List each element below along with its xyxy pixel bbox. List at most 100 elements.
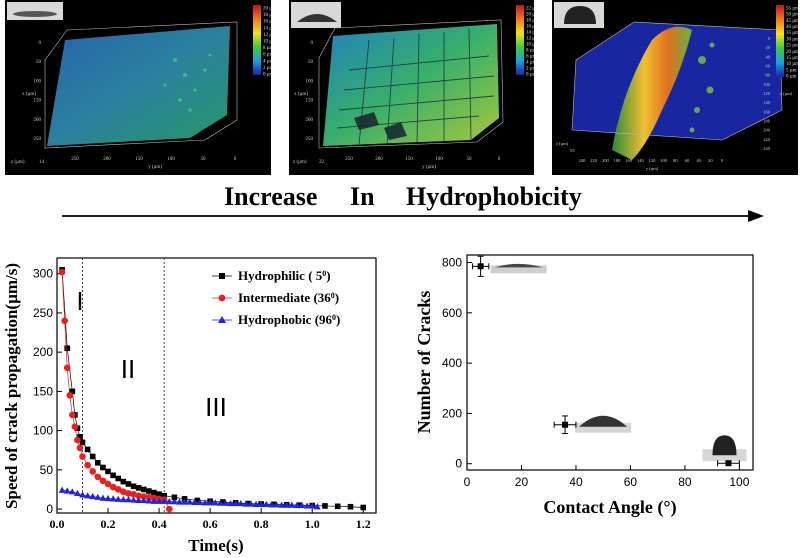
colorbar-label: 18 µm xyxy=(526,19,534,24)
colorbar-label: 2 µm xyxy=(263,66,271,71)
micrograph-hydrophobic: 55 µm 50 µm 45 µm 40 µm 35 µm 30 µm 25 µm 20 µm… xyxy=(552,0,799,175)
colorbar-label: 20 µm xyxy=(263,7,271,12)
data-point xyxy=(94,473,102,481)
y-tick-label: 300 xyxy=(33,267,53,281)
colorbar-label: 20 µm xyxy=(786,50,798,55)
micrograph-y-tick: 250 xyxy=(34,137,42,142)
y-tick-label: 600 xyxy=(442,306,462,320)
data-point xyxy=(114,495,122,502)
x-tick-label: 20 xyxy=(515,475,529,489)
colorbar-label: 14 µm xyxy=(263,26,271,31)
data-point xyxy=(257,500,265,507)
data-point xyxy=(130,483,137,490)
micrograph-x-tick: 140 xyxy=(637,158,645,163)
legend-label-degree: 0 xyxy=(331,291,335,300)
micrograph-x-tick: 150 xyxy=(405,157,413,162)
region-label: III xyxy=(205,392,227,422)
data-point xyxy=(334,503,341,510)
data-point xyxy=(308,502,316,509)
data-point xyxy=(69,388,76,395)
data-point xyxy=(114,486,122,493)
data-point xyxy=(99,477,107,485)
data-point xyxy=(74,436,81,444)
data-point xyxy=(211,499,219,506)
micrograph-y-tick: 20 xyxy=(766,45,771,50)
micrograph-x-tick: 20 xyxy=(708,158,713,163)
data-point xyxy=(186,498,194,505)
micrograph-x-tick: 250 xyxy=(71,157,79,162)
micrograph-x-tick: 100 xyxy=(167,157,175,162)
data-point xyxy=(303,502,311,509)
crack-speed-chart: 0.0 0.2 0.4 0.6 0.8 1.0 1.2050100150200250300 … xyxy=(2,257,377,555)
data-point xyxy=(74,489,81,496)
droplet-substrate xyxy=(490,265,547,274)
micrograph-y-tick: 50 xyxy=(308,60,314,65)
y-tick-label: 0 xyxy=(46,502,53,516)
droplet-bead-icon xyxy=(712,435,737,456)
data-point xyxy=(119,496,127,503)
x-tick-label: 0.4 xyxy=(152,517,167,531)
micrograph-x-tick: 50 xyxy=(467,157,473,162)
data-point xyxy=(222,499,229,506)
data-point xyxy=(135,492,142,500)
micrograph-y-tick: 200 xyxy=(306,118,314,123)
banner-arrow-head xyxy=(748,210,764,222)
crack-speed-y-axis-label: Speed of crack propagation(µm/s) xyxy=(2,263,21,509)
data-point xyxy=(79,453,86,460)
data-point xyxy=(313,503,321,510)
data-point xyxy=(105,468,111,475)
legend-marker xyxy=(218,316,226,323)
data-point xyxy=(120,478,127,485)
data-point xyxy=(63,487,71,494)
data-point xyxy=(63,364,71,372)
micrograph-y-label: x (µm) xyxy=(294,92,308,97)
micrograph-z-tick: 22 xyxy=(319,160,325,165)
colorbar-label: 6 µm xyxy=(526,55,534,60)
data-point xyxy=(79,439,86,446)
y-tick-label: 150 xyxy=(33,384,53,398)
y-tick-label: 200 xyxy=(442,406,462,420)
colorbar-label: 8 µm xyxy=(263,46,271,51)
data-point xyxy=(155,497,163,504)
data-point xyxy=(206,499,214,506)
micrograph-y-tick: 180 xyxy=(763,119,771,124)
data-point xyxy=(271,501,277,508)
micrograph-z-tick: 55 xyxy=(570,148,575,153)
colorbar-label: 2 µm xyxy=(526,67,534,72)
micrograph-y-tick: 100 xyxy=(763,82,771,87)
data-point xyxy=(89,492,97,500)
micrograph-y-tick: 160 xyxy=(763,109,771,114)
micrograph-y-tick: 100 xyxy=(306,79,314,84)
data-point xyxy=(725,460,732,467)
data-point xyxy=(160,497,168,504)
legend-label-close: ) xyxy=(336,312,340,327)
data-point xyxy=(283,501,291,508)
data-point xyxy=(64,345,71,352)
x-tick-label: 80 xyxy=(678,475,692,489)
colorbar-label: 10 µm xyxy=(786,62,798,67)
colorbar-label: 16 µm xyxy=(526,25,534,30)
x-tick-label: 60 xyxy=(624,475,638,489)
data-point xyxy=(151,489,157,496)
data-point xyxy=(135,496,143,504)
micrograph-y-tick: 200 xyxy=(34,118,42,123)
cracks-y-axis-label: Number of Cracks xyxy=(414,291,434,434)
data-point xyxy=(146,488,152,494)
crack-speed-plot-frame xyxy=(56,257,377,514)
data-point xyxy=(84,492,92,499)
colorbar-label: 6 µm xyxy=(263,53,271,58)
micrograph-y-tick: 220 xyxy=(763,137,771,142)
y-tick-label: 0 xyxy=(455,457,462,471)
data-point xyxy=(165,498,173,505)
data-point xyxy=(140,496,148,504)
y-tick-label: 50 xyxy=(40,463,54,477)
data-point xyxy=(247,500,255,507)
y-tick-label: 400 xyxy=(442,356,462,370)
data-point xyxy=(232,499,240,507)
banner-arrow xyxy=(62,210,764,222)
micrograph-y-tick: 60 xyxy=(766,64,771,69)
data-point xyxy=(95,459,101,466)
micrograph-x-tick: 250 xyxy=(345,157,353,162)
y-tick-label: 100 xyxy=(33,424,53,438)
